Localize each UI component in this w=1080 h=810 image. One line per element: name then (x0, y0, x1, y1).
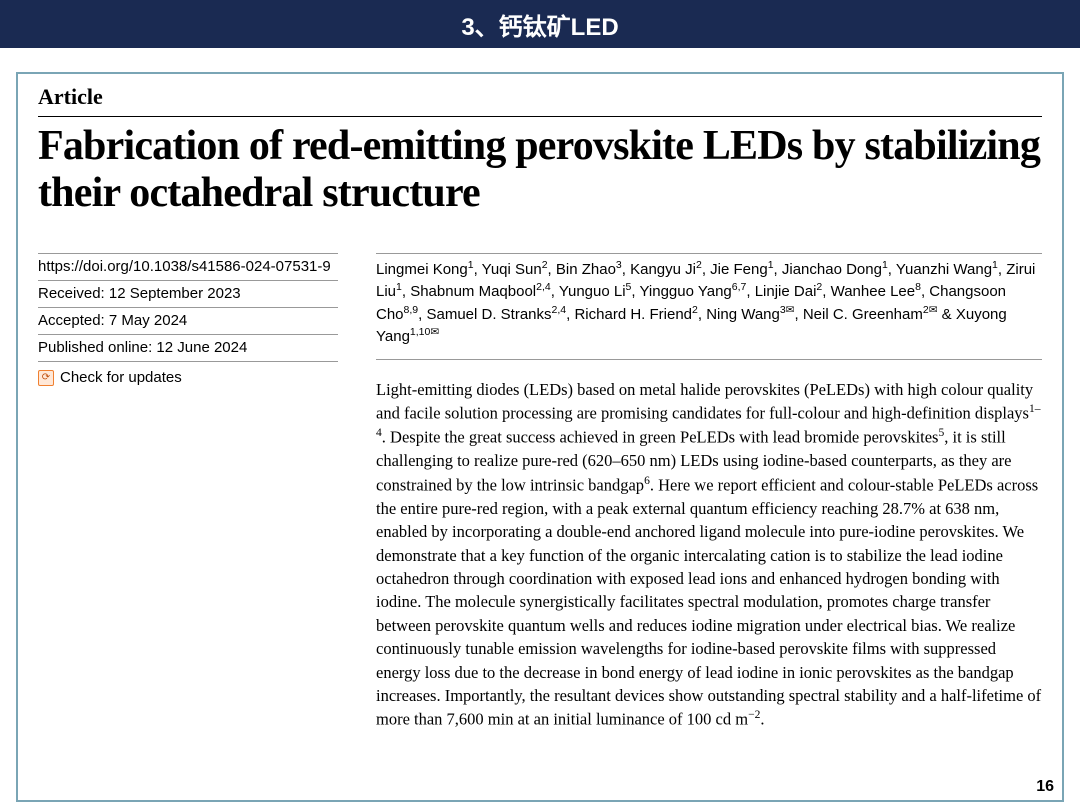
page-number: 16 (1036, 778, 1054, 796)
check-updates-icon: ⟳ (38, 370, 54, 386)
content-column: Lingmei Kong1, Yuqi Sun2, Bin Zhao3, Kan… (376, 253, 1042, 731)
metadata-column: https://doi.org/10.1038/s41586-024-07531… (38, 253, 338, 731)
received-date: Received: 12 September 2023 (38, 281, 338, 308)
abstract-text: Light-emitting diodes (LEDs) based on me… (376, 360, 1042, 731)
check-updates-label: Check for updates (60, 369, 182, 386)
two-column-layout: https://doi.org/10.1038/s41586-024-07531… (38, 253, 1042, 731)
paper-excerpt: Article Fabrication of red-emitting pero… (16, 72, 1064, 802)
slide-title: 3、钙钛矿LED (461, 7, 618, 42)
article-label: Article (38, 84, 1042, 110)
accepted-date: Accepted: 7 May 2024 (38, 308, 338, 335)
slide-header: 3、钙钛矿LED (0, 0, 1080, 48)
divider (38, 116, 1042, 117)
doi-link[interactable]: https://doi.org/10.1038/s41586-024-07531… (38, 253, 338, 281)
published-date: Published online: 12 June 2024 (38, 335, 338, 362)
check-updates-link[interactable]: ⟳ Check for updates (38, 362, 338, 393)
paper-title: Fabrication of red-emitting perovskite L… (38, 123, 1042, 217)
author-list: Lingmei Kong1, Yuqi Sun2, Bin Zhao3, Kan… (376, 253, 1042, 360)
